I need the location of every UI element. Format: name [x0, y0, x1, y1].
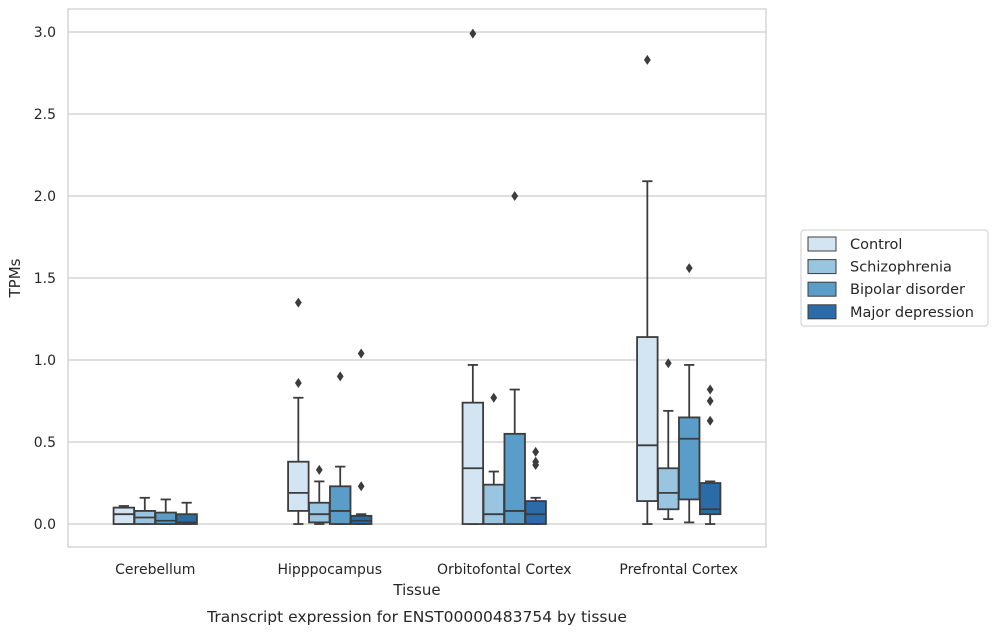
- x-axis-ticks: Cerebellum Hipppocampus Orbitofontal Corte…: [115, 562, 738, 578]
- box-body: [308, 501, 331, 524]
- outlier-point: [469, 28, 477, 39]
- box-body: [287, 460, 310, 512]
- outlier-point: [532, 446, 540, 457]
- outlier-point: [294, 297, 302, 308]
- x-tick-label: Hipppocampus: [277, 562, 382, 578]
- x-tick-label: Prefrontal Cortex: [619, 562, 738, 578]
- outlier-point: [706, 384, 714, 395]
- outlier-point: [664, 358, 672, 369]
- legend-swatch: [807, 304, 837, 320]
- box-bipolar-disorder: [503, 190, 526, 525]
- outlier-point: [490, 392, 498, 403]
- plot-area-frame: [67, 8, 767, 548]
- outlier-point: [511, 190, 519, 201]
- legend-label: Schizophrenia: [850, 260, 952, 276]
- box-major-depression: [698, 384, 722, 525]
- box-body: [329, 485, 352, 525]
- box-major-depression: [175, 501, 198, 525]
- outlier-point: [706, 415, 714, 426]
- outlier-point: [357, 348, 365, 359]
- outlier-point: [643, 54, 651, 65]
- outlier-point: [532, 456, 540, 467]
- box-bipolar-disorder: [329, 371, 352, 525]
- box-control: [636, 54, 659, 525]
- box-body: [175, 513, 198, 525]
- box-body: [636, 336, 659, 502]
- box-control: [112, 505, 136, 525]
- legend: Control Schizophrenia Bipolar disorder Majo…: [800, 229, 989, 327]
- box-body: [482, 483, 505, 525]
- box-schizophrenia: [133, 496, 156, 525]
- outlier-point: [336, 371, 344, 382]
- outlier-point: [357, 481, 365, 492]
- legend-swatch: [807, 259, 837, 275]
- y-tick-label: 2.0: [34, 189, 56, 205]
- y-axis-title: TPMs: [6, 258, 24, 298]
- outlier-point: [706, 396, 714, 407]
- box-body: [678, 416, 701, 501]
- legend-label: Control: [850, 237, 902, 253]
- box-body: [154, 511, 177, 525]
- x-axis-title: Tissue: [392, 581, 440, 599]
- box-bipolar-disorder: [678, 263, 701, 524]
- box-body: [698, 482, 722, 516]
- y-axis-ticks: 0.0 0.5 1.0 1.5 2.0 2.5 3.0: [34, 25, 56, 533]
- grid-lines: [68, 31, 766, 525]
- boxes: [112, 28, 722, 525]
- box-body: [112, 506, 136, 525]
- outlier-point: [294, 377, 302, 388]
- box-control: [287, 297, 310, 525]
- outlier-point: [315, 464, 323, 475]
- box-schizophrenia: [308, 464, 331, 525]
- y-tick-label: 0.0: [34, 517, 56, 533]
- legend-frame: [800, 229, 989, 327]
- box-body: [657, 467, 680, 511]
- chart-caption: Transcript expression for ENST0000048375…: [206, 608, 627, 626]
- box-control: [461, 28, 485, 525]
- box-body: [524, 500, 547, 525]
- x-tick-label: Cerebellum: [115, 562, 195, 578]
- y-tick-label: 2.5: [34, 107, 56, 123]
- box-major-depression: [524, 446, 547, 525]
- box-major-depression: [349, 348, 373, 525]
- legend-label: Major depression: [850, 305, 974, 321]
- box-schizophrenia: [482, 392, 505, 525]
- box-body: [503, 432, 526, 525]
- box-bipolar-disorder: [154, 498, 177, 525]
- legend-swatch: [807, 281, 837, 297]
- y-tick-label: 3.0: [34, 25, 56, 41]
- y-tick-label: 1.5: [34, 271, 56, 287]
- y-tick-label: 1.0: [34, 353, 56, 369]
- box-body: [461, 401, 485, 525]
- box-schizophrenia: [657, 358, 680, 521]
- legend-label: Bipolar disorder: [850, 282, 965, 298]
- x-tick-label: Orbitofontal Cortex: [437, 562, 572, 578]
- y-tick-label: 0.5: [34, 435, 56, 451]
- outlier-point: [685, 263, 693, 274]
- legend-swatch: [807, 236, 837, 252]
